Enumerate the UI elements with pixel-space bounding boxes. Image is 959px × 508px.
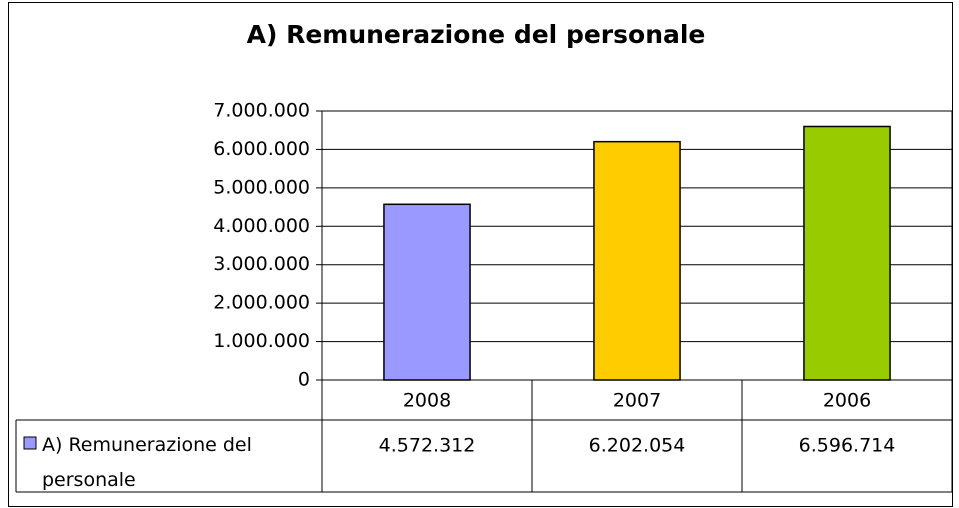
bar — [803, 125, 891, 381]
y-tick-label: 3.000.000 — [213, 253, 310, 275]
y-tick-label: 1.000.000 — [213, 330, 310, 352]
chart-title: A) Remunerazione del personale — [247, 20, 706, 49]
legend-label: A) Remunerazione del personale — [42, 434, 252, 491]
y-tick-label: 0 — [298, 369, 310, 391]
legend-key — [23, 436, 37, 450]
chart-border — [8, 2, 953, 507]
y-tick-label: 5.000.000 — [213, 176, 310, 198]
value-label: 6.202.054 — [589, 435, 686, 457]
bar — [383, 203, 471, 381]
x-tick-label: 2008 — [403, 390, 451, 412]
x-tick-label: 2007 — [613, 390, 661, 412]
y-tick-label: 2.000.000 — [213, 292, 310, 314]
bar — [593, 140, 681, 381]
y-tick-label: 4.000.000 — [213, 215, 310, 237]
x-tick-label: 2006 — [823, 390, 871, 412]
value-label: 6.596.714 — [799, 435, 896, 457]
value-label: 4.572.312 — [379, 435, 476, 457]
legend-box: A) Remunerazione del personale — [42, 434, 252, 491]
y-tick-label: 7.000.000 — [213, 100, 310, 122]
y-tick-label: 6.000.000 — [213, 138, 310, 160]
